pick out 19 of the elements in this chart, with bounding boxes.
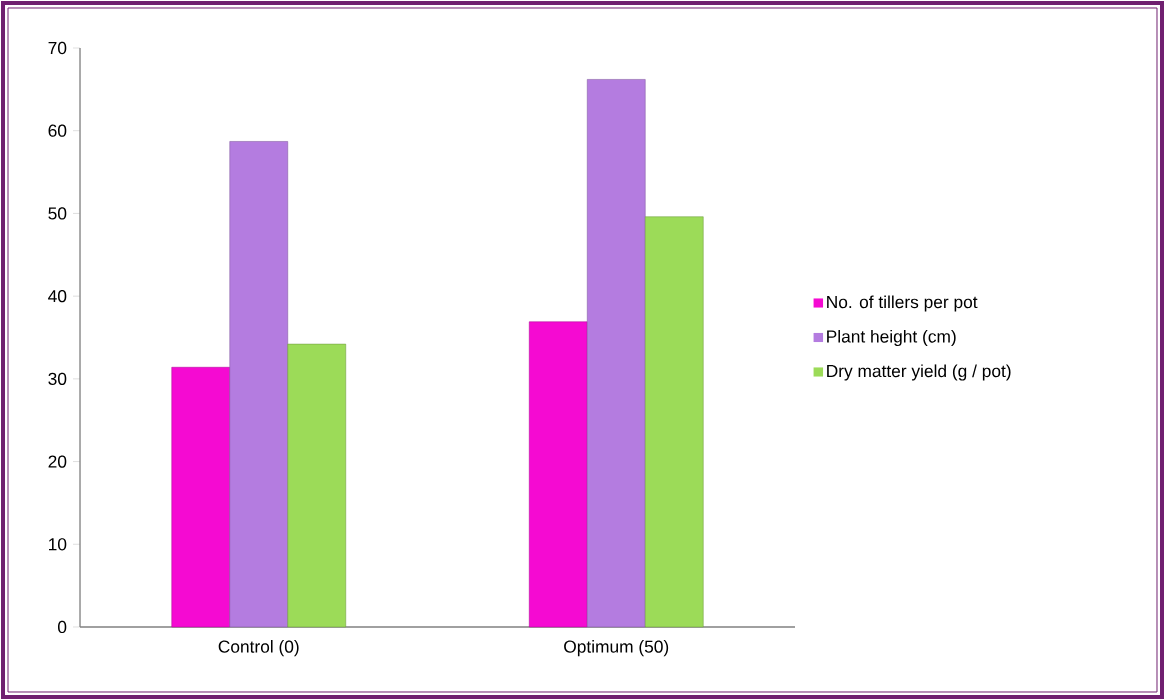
y-tick-label: 30 [48,372,67,385]
legend-label: No. of tillers per pot [827,295,978,312]
y-tick-label: 70 [48,41,67,55]
legend-label: Plant height (cm) [827,329,956,347]
y-tick-label: 0 [57,620,67,634]
y-tick-label: 50 [48,207,67,220]
bar [171,367,231,628]
y-tick-label: 20 [48,455,67,468]
y-tick-label: 10 [49,538,67,551]
legend-label: Dry matter yield (g / pot) [827,364,1011,381]
bar [644,216,704,628]
bar [229,141,289,628]
bar [528,321,588,628]
y-tick-label: 40 [48,290,67,303]
x-tick-label: Control (0) [218,640,299,657]
bar [287,343,347,628]
y-tick-label: 60 [48,124,67,137]
bar [586,79,646,628]
x-tick-label: Optimum (50) [564,640,669,657]
